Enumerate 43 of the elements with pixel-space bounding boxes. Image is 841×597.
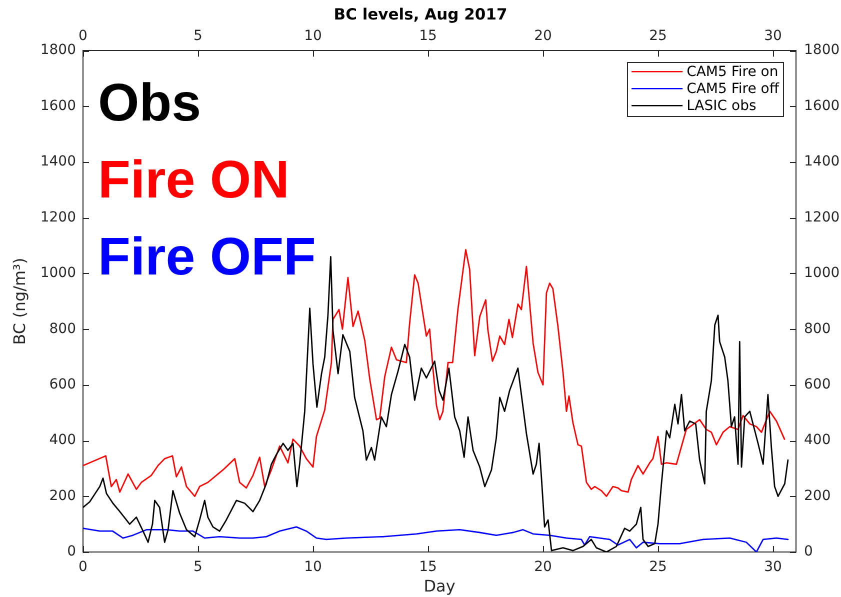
x-tick-label: 25 — [649, 559, 667, 576]
chart-title: BC levels, Aug 2017 — [334, 5, 508, 24]
legend-label: LASIC obs — [686, 98, 756, 114]
y2-tick-label: 1200 — [804, 209, 840, 226]
x2-tick-label: 30 — [764, 28, 782, 44]
annotation: Fire ON — [98, 150, 290, 210]
y2-tick-label: 1000 — [804, 265, 840, 282]
y-axis-title: BC (ng/m³) — [10, 258, 29, 345]
y-tick-label: 1200 — [40, 209, 76, 226]
annotation: Fire OFF — [98, 228, 316, 287]
y-tick-label: 1600 — [40, 98, 76, 114]
x-tick-label: 20 — [534, 559, 552, 576]
x-tick-label: 0 — [78, 559, 88, 576]
y-tick-label: 400 — [49, 432, 76, 448]
x-tick-label: 30 — [764, 559, 782, 576]
x2-tick-label: 0 — [78, 28, 88, 44]
x2-tick-label: 20 — [534, 28, 552, 44]
x-tick-label: 5 — [194, 559, 202, 576]
y2-tick-label: 0 — [804, 544, 813, 560]
legend-label: CAM5 Fire on — [686, 64, 778, 80]
y2-tick-label: 1400 — [804, 154, 840, 170]
y-tick-label: 1000 — [40, 265, 76, 282]
annotation: Obs — [98, 74, 202, 133]
y-tick-label: 600 — [49, 376, 76, 393]
y2-tick-label: 1800 — [804, 42, 840, 58]
x-axis-title: Day — [424, 576, 456, 596]
x-tick-label: 15 — [419, 559, 437, 576]
y2-tick-label: 800 — [804, 320, 831, 337]
x2-tick-label: 5 — [194, 28, 202, 44]
y-tick-label: 0 — [67, 544, 76, 560]
y-tick-label: 1800 — [40, 42, 76, 58]
x2-tick-label: 25 — [649, 28, 667, 44]
y-tick-label: 1400 — [40, 154, 76, 170]
x-tick-label: 10 — [304, 559, 322, 576]
x2-tick-label: 10 — [304, 28, 322, 44]
y2-tick-label: 200 — [804, 488, 831, 504]
y2-tick-label: 1600 — [804, 98, 840, 114]
y-tick-label: 200 — [49, 488, 76, 504]
y2-tick-label: 600 — [804, 376, 831, 393]
y-tick-label: 800 — [49, 320, 76, 337]
x2-tick-label: 15 — [419, 28, 437, 44]
y2-tick-label: 400 — [804, 432, 831, 448]
legend-label: CAM5 Fire off — [686, 81, 780, 98]
